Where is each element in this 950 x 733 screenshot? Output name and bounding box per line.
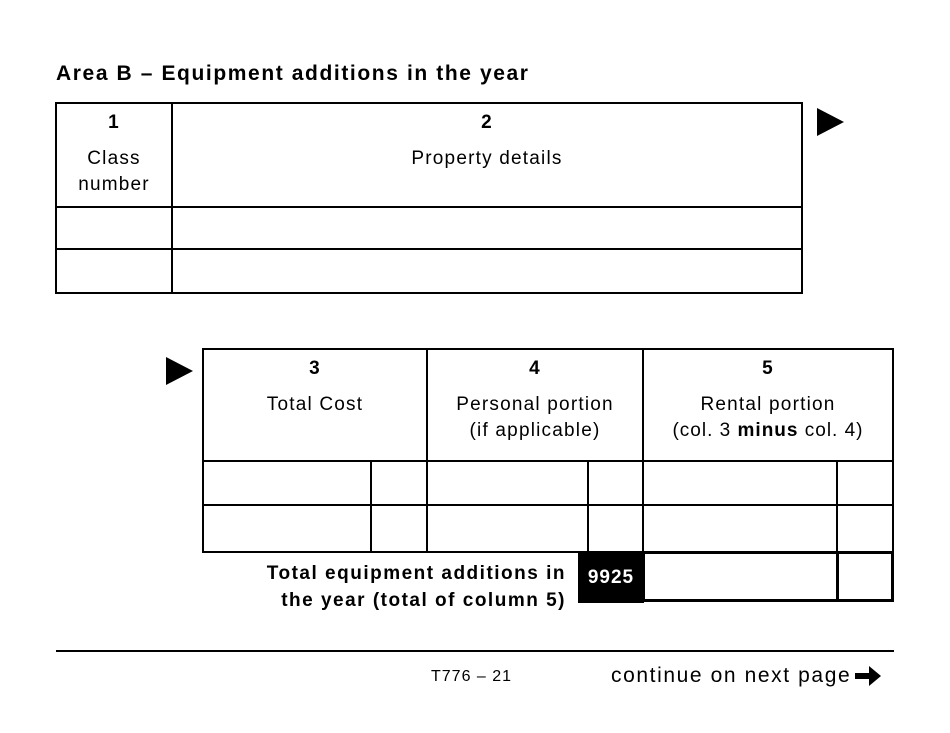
rental-portion-input-row-1[interactable] — [644, 462, 836, 504]
play-arrow-icon — [817, 108, 844, 136]
column-label: (if applicable) — [469, 420, 601, 441]
continue-on-next-page: continue on next page — [611, 664, 882, 688]
divider — [370, 460, 372, 553]
column-label: Rental portion — [700, 394, 836, 415]
column-header-property-details: 2 Property details — [173, 110, 801, 172]
section-title: Area B – Equipment additions in the year — [56, 62, 530, 85]
column-number: 3 — [309, 358, 321, 379]
divider — [836, 460, 838, 553]
divider — [642, 348, 644, 553]
bottom-table — [202, 348, 894, 553]
column-label: Personal portion — [456, 394, 614, 415]
column-number: 5 — [762, 358, 774, 379]
form-id: T776 – 21 — [431, 668, 513, 685]
total-label-line: Total equipment additions in — [266, 563, 566, 584]
total-equipment-additions-cents-input[interactable] — [839, 554, 891, 599]
total-label: Total equipment additions in the year (t… — [267, 560, 566, 614]
total-equipment-additions-input[interactable] — [645, 554, 836, 599]
footer-divider — [56, 650, 894, 652]
column-label: Total Cost — [266, 394, 364, 415]
line-code-badge: 9925 — [578, 552, 644, 603]
divider — [587, 460, 589, 553]
divider — [171, 102, 173, 294]
column-header-total-cost: 3 Total Cost — [204, 356, 426, 418]
column-number: 2 — [481, 112, 493, 133]
personal-portion-input-row-1[interactable] — [428, 462, 587, 504]
column-label: Class — [87, 148, 141, 169]
column-label: Property details — [411, 148, 563, 169]
class-number-input-row-1[interactable] — [57, 208, 171, 248]
divider — [55, 248, 803, 250]
divider — [202, 504, 894, 506]
label-bold-text: minus — [737, 420, 799, 441]
label-text: (col. 3 — [672, 420, 738, 441]
arrow-right-icon — [855, 666, 882, 686]
total-cost-input-row-1[interactable] — [204, 462, 370, 504]
divider — [426, 348, 428, 553]
total-box — [642, 551, 894, 602]
column-label: number — [78, 174, 150, 195]
total-cost-cents-input-row-2[interactable] — [372, 506, 426, 551]
divider — [202, 460, 894, 462]
column-header-rental-portion: 5 Rental portion (col. 3 minus col. 4) — [644, 356, 892, 444]
rental-portion-input-row-2[interactable] — [644, 506, 836, 551]
column-header-class-number: 1 Class number — [57, 110, 171, 198]
personal-portion-cents-input-row-2[interactable] — [589, 506, 642, 551]
rental-portion-cents-input-row-1[interactable] — [838, 462, 892, 504]
total-cost-input-row-2[interactable] — [204, 506, 370, 551]
total-label-line: the year (total of column 5) — [281, 590, 566, 611]
continue-text: continue on next page — [611, 664, 852, 687]
column-number: 1 — [108, 112, 120, 133]
class-number-input-row-2[interactable] — [57, 250, 171, 292]
label-text: col. 4) — [798, 420, 864, 441]
divider — [836, 551, 839, 602]
property-details-input-row-1[interactable] — [173, 208, 801, 248]
divider — [55, 206, 803, 208]
total-cost-cents-input-row-1[interactable] — [372, 462, 426, 504]
top-table — [55, 102, 803, 294]
rental-portion-cents-input-row-2[interactable] — [838, 506, 892, 551]
personal-portion-input-row-2[interactable] — [428, 506, 587, 551]
play-arrow-icon — [166, 357, 193, 385]
property-details-input-row-2[interactable] — [173, 250, 801, 292]
column-label: (col. 3 minus col. 4) — [644, 418, 892, 444]
column-header-personal-portion: 4 Personal portion (if applicable) — [428, 356, 642, 444]
column-number: 4 — [529, 358, 541, 379]
personal-portion-cents-input-row-1[interactable] — [589, 462, 642, 504]
